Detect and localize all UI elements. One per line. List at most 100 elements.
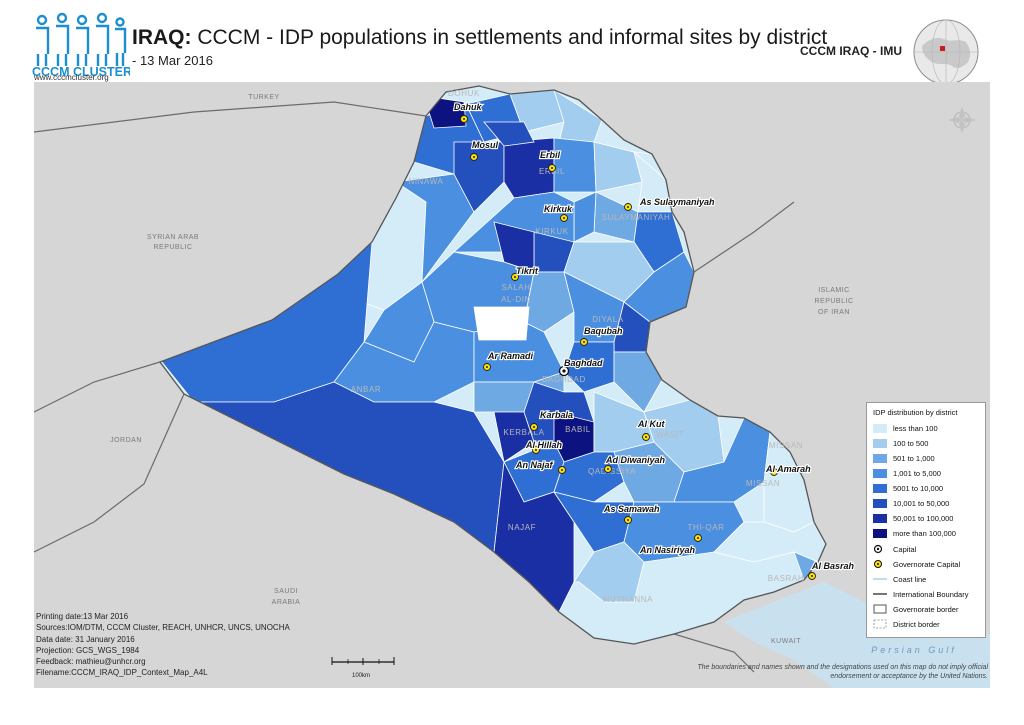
gov-label-qadissiya: QADISSIYA <box>588 467 636 476</box>
legend-class-label: 100 to 500 <box>893 438 929 448</box>
title-country: IRAQ: <box>132 26 192 49</box>
city-label-samawah: As Samawah <box>603 504 660 514</box>
city-label-ramadi: Ar Ramadi <box>487 351 534 361</box>
legend-capital-label: Capital <box>893 544 917 554</box>
logo-url: www.cccmcluster.org <box>34 73 109 82</box>
legend-swatch <box>873 438 887 448</box>
iraq-border <box>158 85 827 645</box>
scale-bar-icon <box>331 657 395 665</box>
country-label-iran-2: REPUBLIC <box>814 298 853 305</box>
legend-title: IDP distribution by district <box>873 408 958 417</box>
gov-label-ninawa: NINAWA <box>408 177 443 186</box>
capital-marker-baghdad <box>558 365 570 377</box>
legend-class-label: 1,001 to 5,000 <box>893 468 941 478</box>
legend-class-label: 501 to 1,000 <box>893 453 935 463</box>
city-label-karbala: Karbala <box>540 410 573 420</box>
title-text: CCCM - IDP populations in settlements an… <box>191 26 828 49</box>
agency-label: CCCM IRAQ - IMU <box>800 44 902 58</box>
legend-class: 1,001 to 5,000 <box>873 467 941 479</box>
legend-class: less than 100 <box>873 422 938 434</box>
gov-label-missan: MISSAN <box>769 441 803 450</box>
legend-class-label: 50,001 to 100,000 <box>893 513 954 523</box>
legend-class-label: less than 100 <box>893 423 938 433</box>
international-boundary-icon <box>873 593 887 595</box>
globe-locator-icon <box>913 19 979 85</box>
gov-label-basrah: BASRAH <box>768 574 805 583</box>
gov-label-sulaymaniyah: SULAYMANIYAH <box>602 213 671 222</box>
meta-sources: Sources:IOM/DTM, CCCM Cluster, REACH, UN… <box>36 623 290 633</box>
legend-class: 10,001 to 50,000 <box>873 497 949 509</box>
meta-filename: Filename:CCCM_IRAQ_IDP_Context_Map_A4L <box>36 668 208 678</box>
meta-projection: Projection: GCS_WGS_1984 <box>36 645 140 655</box>
legend-gov-border-label: Governorate border <box>893 604 959 614</box>
legend-swatch <box>873 423 887 433</box>
city-label-amarah: Al Amarah <box>765 464 811 474</box>
legend-class: 5001 to 10,000 <box>873 482 943 494</box>
legend-district-border: District border <box>873 618 940 630</box>
legend-intl-label: International Boundary <box>893 589 969 599</box>
legend-class-label: more than 100,000 <box>893 528 956 538</box>
governorate-border-icon <box>873 604 887 614</box>
gov-label-anbar: ANBAR <box>351 385 382 394</box>
legend-class: more than 100,000 <box>873 527 956 539</box>
north-arrow-icon <box>948 106 976 134</box>
disclaimer: The boundaries and names shown and the d… <box>697 664 988 680</box>
country-label-iran: ISLAMIC <box>818 287 850 294</box>
meta-printing-date: Printing date:13 Mar 2016 <box>36 612 129 621</box>
persian-gulf-water <box>724 582 990 688</box>
iraq-map: TURKEY SYRIAN ARAB REPUBLIC ISLAMIC REPU… <box>34 82 990 688</box>
capital-icon <box>873 544 883 554</box>
legend-coast-label: Coast line <box>893 574 927 584</box>
coast-line-icon <box>873 578 887 580</box>
legend-gov-capital-label: Governorate Capital <box>893 559 961 569</box>
city-labels: Dahuk Mosul Erbil As Sulaymaniyah Kirkuk… <box>453 101 856 572</box>
gov-capital-marker <box>460 115 816 580</box>
gulf-label: Persian Gulf <box>871 645 957 655</box>
scale-label: 100km <box>352 673 371 679</box>
gov-label-babil: BABIL <box>565 425 591 434</box>
city-label-tikrit: Tikrit <box>516 266 539 276</box>
legend-swatch <box>873 513 887 523</box>
gov-label-najaf: NAJAF <box>508 523 536 532</box>
country-label-turkey: TURKEY <box>248 94 279 101</box>
city-label-nasiriyah: An Nasiriyah <box>639 545 696 555</box>
legend-class: 50,001 to 100,000 <box>873 512 953 524</box>
gov-label-thiqar: THI-QAR <box>687 523 724 532</box>
city-label-baqubah: Baqubah <box>584 326 623 336</box>
legend-swatch <box>873 468 887 478</box>
meta-feedback: Feedback: mathieu@unhcr.org <box>36 657 146 667</box>
city-label-mosul: Mosul <box>472 140 498 150</box>
district-border-icon <box>873 619 887 629</box>
legend-class: 100 to 500 <box>873 437 928 449</box>
governorate-labels: DOHUK NINAWA ERBIL SULAYMANIYAH KIRKUK S… <box>351 89 805 604</box>
city-markers <box>460 115 816 580</box>
governorate-capital-icon <box>874 560 882 568</box>
map-legend: IDP distribution by district less than 1… <box>866 402 986 638</box>
legend-intl: International Boundary <box>873 588 968 600</box>
country-label-syria: SYRIAN ARAB <box>147 234 199 241</box>
legend-gov-capital: Governorate Capital <box>873 558 960 570</box>
gov-label-diyala: DIYALA <box>592 315 624 324</box>
gov-label-baghdad: BAGHDAD <box>542 375 586 384</box>
city-label-basrah: Al Basrah <box>811 561 855 571</box>
country-label-iran-3: OF IRAN <box>818 309 850 316</box>
district-polygons <box>160 89 826 644</box>
legend-coast: Coast line <box>873 573 926 585</box>
city-label-kirkuk: Kirkuk <box>544 204 573 214</box>
city-label-kut: Al Kut <box>637 419 665 429</box>
city-label-diwaniyah: Ad Diwaniyah <box>605 455 666 465</box>
page-title: IRAQ: CCCM - IDP populations in settleme… <box>132 26 827 50</box>
city-label-hillah: Al Hillah <box>525 440 563 450</box>
gov-label-salah: SALAH <box>501 283 530 292</box>
international-boundaries <box>34 101 795 673</box>
gov-label-dohuk: DOHUK <box>448 89 480 98</box>
legend-gov-border: Governorate border <box>873 603 958 615</box>
legend-class: 501 to 1,000 <box>873 452 935 464</box>
gov-label-kerbala: KERBALA <box>503 428 544 437</box>
legend-swatch <box>873 483 887 493</box>
city-label-dahuk: Dahuk <box>454 102 483 112</box>
city-label-baghdad: Baghdad <box>564 358 603 368</box>
legend-swatch <box>873 453 887 463</box>
gov-label-missan-2: MISSAN <box>746 479 780 488</box>
map-date: - 13 Mar 2016 <box>132 53 213 68</box>
